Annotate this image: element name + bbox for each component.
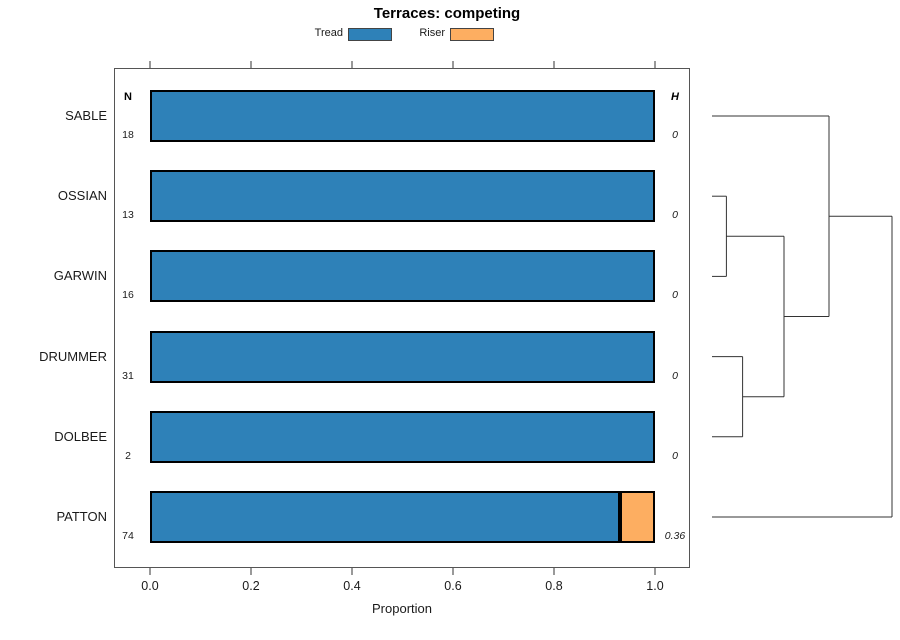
h-value-sable: 0 [672, 129, 678, 141]
bar-segment-garwin-tread [150, 250, 655, 303]
legend-label-tread: Tread [314, 27, 343, 39]
bar-segment-ossian-tread [150, 170, 655, 223]
x-tick-label-0.0: 0.0 [141, 579, 159, 593]
n-value-patton: 74 [122, 530, 134, 542]
bar-segment-patton-riser [619, 491, 655, 543]
category-label-ossian: OSSIAN [57, 188, 107, 204]
n-value-drummer: 31 [122, 369, 134, 382]
bar-segment-patton-tread [150, 491, 620, 543]
h-value-ossian: 0 [672, 209, 678, 222]
n-value-garwin: 16 [122, 289, 134, 302]
n-value-ossian: 13 [122, 209, 134, 222]
bar-segment-drummer-tread [150, 330, 655, 383]
h-column-header: H [671, 91, 679, 103]
x-tick-label-1.0: 1.0 [646, 579, 664, 593]
category-label-garwin: GARWIN [53, 268, 107, 284]
h-value-patton: 0.36 [664, 530, 686, 542]
n-value-dolbee: 2 [125, 449, 131, 462]
dendrogram [712, 115, 893, 518]
h-value-dolbee: 0 [672, 449, 678, 462]
plot-area [114, 68, 690, 568]
h-value-drummer: 0 [672, 369, 678, 382]
bar-segment-dolbee-tread [150, 410, 655, 463]
category-label-patton: PATTON [56, 509, 107, 524]
n-value-sable: 18 [122, 129, 134, 141]
h-value-garwin: 0 [672, 289, 678, 302]
legend-label-riser: Riser [419, 27, 445, 39]
x-tick-label-0.8: 0.8 [545, 579, 563, 593]
chart-title: Terraces: competing [373, 5, 521, 22]
category-label-sable: SABLE [65, 108, 107, 123]
legend-swatch-riser [450, 28, 494, 41]
legend-swatch-tread [348, 28, 392, 41]
bar-segment-sable-tread [150, 90, 655, 142]
category-label-dolbee: DOLBEE [54, 428, 107, 444]
category-label-drummer: DRUMMER [39, 348, 107, 364]
x-axis-title: Proportion [372, 601, 432, 616]
x-tick-label-0.2: 0.2 [242, 579, 260, 593]
n-column-header: N [124, 91, 132, 103]
x-tick-label-0.4: 0.4 [343, 579, 361, 593]
x-tick-label-0.6: 0.6 [444, 579, 462, 593]
